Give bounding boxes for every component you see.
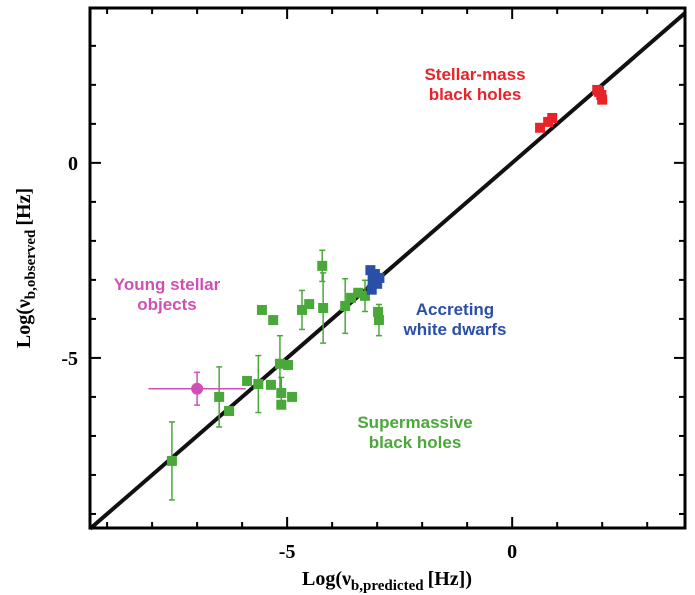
y-label-unit: [Hz] [13,188,35,226]
point [353,287,364,298]
x-tick-label: -5 [279,541,296,563]
x-label-unit: [Hz]) [428,568,472,590]
y-tick-label: -5 [61,348,78,370]
point [366,284,377,295]
y-label-sub: b,observed [23,229,39,299]
group-label: black holes [369,433,462,452]
x-label-main: Log(ν [302,568,351,590]
point [224,405,235,416]
point [274,358,285,369]
point [597,94,608,105]
group-label: Stellar-mass [424,65,525,84]
point [373,306,384,317]
point [296,304,307,315]
point [373,315,384,326]
x-label-sub: b,predicted [351,578,424,594]
y-label-main: Log(ν [13,299,35,348]
point [317,260,328,271]
point [535,122,546,133]
plot-frame [88,6,687,530]
y-axis-label: Log(νb,observed [Hz] [13,188,39,348]
y-tick-label: 0 [68,153,78,175]
point [256,304,267,315]
point [304,299,315,310]
point [166,455,177,466]
point [253,379,264,390]
point [268,315,279,326]
point [276,399,287,410]
point [359,290,370,301]
point [547,113,558,124]
point [276,388,287,399]
point [372,278,383,289]
reference-line [88,11,687,531]
point [283,359,294,370]
x-tick-label: 0 [507,541,517,563]
point [340,301,351,312]
group-label: Accreting [416,300,494,319]
group-label: objects [137,295,197,314]
point [374,272,385,283]
point [214,391,225,402]
point [346,292,357,303]
group-label: Supermassive [357,413,472,432]
point [191,382,204,395]
x-axis-label: Log(νb,predicted [Hz]) [302,568,472,594]
group-label: Young stellar [114,275,221,294]
point [242,375,253,386]
group-label: white dwarfs [403,320,507,339]
point [265,379,276,390]
point [318,302,329,313]
group-label: black holes [429,85,522,104]
point [287,391,298,402]
